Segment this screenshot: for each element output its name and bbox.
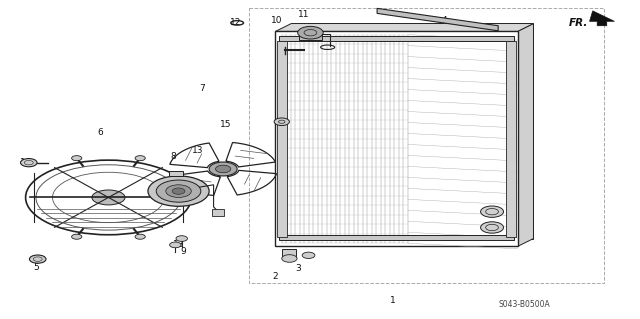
Circle shape: [274, 118, 289, 126]
Bar: [277, 41, 287, 237]
Text: 5: 5: [33, 263, 39, 271]
Circle shape: [20, 159, 37, 167]
Text: 1: 1: [390, 296, 396, 305]
Bar: [282, 249, 296, 258]
Circle shape: [481, 222, 504, 233]
Text: 14: 14: [20, 158, 31, 167]
Bar: [169, 171, 183, 176]
Bar: [212, 210, 225, 216]
Text: 13: 13: [173, 240, 184, 249]
Circle shape: [176, 236, 188, 241]
Bar: [278, 35, 515, 41]
Text: 13: 13: [192, 145, 204, 154]
Circle shape: [72, 156, 82, 161]
Text: 2: 2: [273, 272, 278, 281]
Text: 15: 15: [220, 120, 232, 129]
Text: S043-B0500A: S043-B0500A: [498, 300, 550, 309]
Bar: [291, 24, 534, 239]
Circle shape: [170, 242, 181, 248]
Polygon shape: [518, 24, 534, 247]
Circle shape: [209, 162, 237, 176]
Bar: [506, 41, 516, 237]
Circle shape: [282, 255, 297, 262]
Polygon shape: [377, 8, 498, 31]
Text: 12: 12: [230, 19, 241, 27]
Circle shape: [135, 156, 145, 161]
Circle shape: [166, 185, 191, 197]
Circle shape: [29, 255, 46, 263]
Text: 11: 11: [298, 10, 310, 19]
Text: 9: 9: [180, 247, 186, 256]
Text: 3: 3: [295, 264, 301, 273]
Circle shape: [156, 180, 201, 202]
Polygon shape: [275, 24, 534, 32]
Circle shape: [216, 165, 231, 173]
Circle shape: [72, 234, 82, 239]
Polygon shape: [589, 11, 614, 26]
Text: FR.: FR.: [568, 18, 588, 27]
Text: 4: 4: [442, 16, 447, 25]
Circle shape: [172, 188, 185, 194]
Bar: [299, 32, 322, 40]
Circle shape: [135, 234, 145, 239]
Circle shape: [148, 176, 209, 206]
Circle shape: [481, 206, 504, 217]
Bar: [275, 32, 518, 247]
Ellipse shape: [92, 190, 125, 205]
Text: 7: 7: [199, 84, 205, 93]
Circle shape: [302, 252, 315, 258]
Text: 10: 10: [271, 16, 282, 25]
Text: 6: 6: [97, 128, 103, 137]
Bar: [278, 235, 515, 241]
Text: 8: 8: [171, 152, 176, 161]
Circle shape: [298, 26, 323, 39]
